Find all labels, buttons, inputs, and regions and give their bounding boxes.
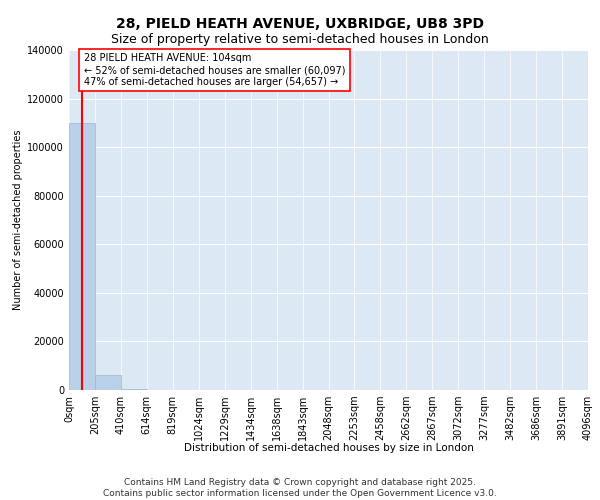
- Bar: [69, 123, 95, 390]
- Text: Size of property relative to semi-detached houses in London: Size of property relative to semi-detach…: [111, 32, 489, 46]
- Text: Contains HM Land Registry data © Crown copyright and database right 2025.
Contai: Contains HM Land Registry data © Crown c…: [103, 478, 497, 498]
- Text: 28, PIELD HEATH AVENUE, UXBRIDGE, UB8 3PD: 28, PIELD HEATH AVENUE, UXBRIDGE, UB8 3P…: [116, 18, 484, 32]
- X-axis label: Distribution of semi-detached houses by size in London: Distribution of semi-detached houses by …: [184, 444, 473, 454]
- Bar: [95, 376, 121, 390]
- Text: 28 PIELD HEATH AVENUE: 104sqm
← 52% of semi-detached houses are smaller (60,097): 28 PIELD HEATH AVENUE: 104sqm ← 52% of s…: [84, 54, 346, 86]
- Y-axis label: Number of semi-detached properties: Number of semi-detached properties: [13, 130, 23, 310]
